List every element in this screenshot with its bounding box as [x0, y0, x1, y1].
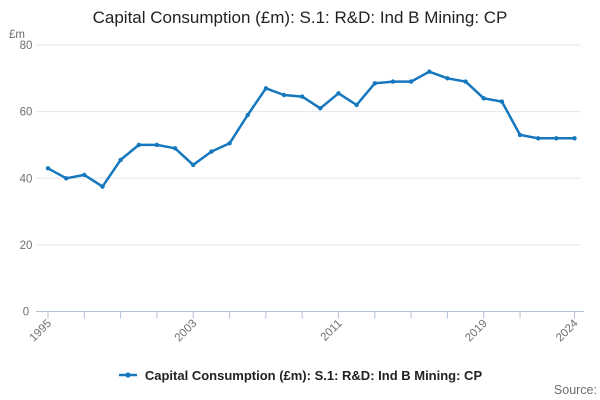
data-point [481, 96, 486, 101]
data-point [336, 91, 341, 96]
data-point [463, 79, 468, 84]
data-point [354, 102, 359, 108]
data-points [45, 69, 577, 189]
chart-title: Capital Consumption (£m): S.1: R&D: Ind … [92, 8, 508, 27]
data-point [63, 176, 69, 181]
data-point [318, 106, 323, 111]
gridlines [36, 44, 581, 246]
data-point [118, 157, 123, 163]
x-tick-label: 2019 [463, 318, 490, 345]
data-point [172, 146, 178, 151]
data-point [300, 94, 305, 99]
data-point [191, 162, 196, 168]
x-tick-label: 2024 [554, 317, 581, 344]
y-axis-unit-label: £m [9, 29, 25, 41]
x-axis [36, 311, 584, 319]
x-tick-label: 2003 [173, 318, 200, 345]
legend: Capital Consumption (£m): S.1: R&D: Ind … [0, 366, 600, 384]
data-point [517, 132, 523, 138]
x-tick-label: 2011 [319, 318, 345, 344]
data-point [100, 184, 105, 189]
y-tick-label: 60 [20, 107, 33, 119]
data-point [281, 92, 287, 98]
data-point [536, 136, 541, 141]
data-point [227, 141, 232, 146]
data-point [372, 81, 377, 86]
y-tick-label: 80 [20, 40, 33, 52]
data-point [390, 79, 396, 84]
y-axis-labels: 0 20 40 60 80 [20, 40, 33, 319]
data-point [445, 76, 450, 81]
x-tick-label: 1995 [28, 318, 55, 345]
data-point [82, 172, 87, 178]
data-point [554, 136, 559, 141]
data-point [209, 149, 214, 154]
source-label: Source: [553, 383, 597, 397]
y-tick-label: 0 [23, 307, 29, 319]
legend-label: Capital Consumption (£m): S.1: R&D: Ind … [144, 367, 483, 383]
data-line [46, 70, 576, 188]
legend-line-marker-icon [118, 372, 137, 378]
series-line [46, 70, 576, 188]
data-point [263, 86, 269, 91]
data-point [427, 69, 432, 74]
legend-dot [125, 372, 131, 378]
y-tick-label: 40 [20, 173, 33, 185]
data-point [136, 142, 141, 148]
data-point [154, 142, 160, 148]
data-point [245, 112, 250, 118]
y-tick-label: 20 [20, 240, 33, 252]
data-point [45, 166, 51, 171]
data-point [499, 99, 505, 104]
data-point [408, 79, 414, 84]
x-axis-labels: 1995 2003 2011 2019 2024 [28, 317, 582, 344]
data-point [572, 136, 577, 141]
